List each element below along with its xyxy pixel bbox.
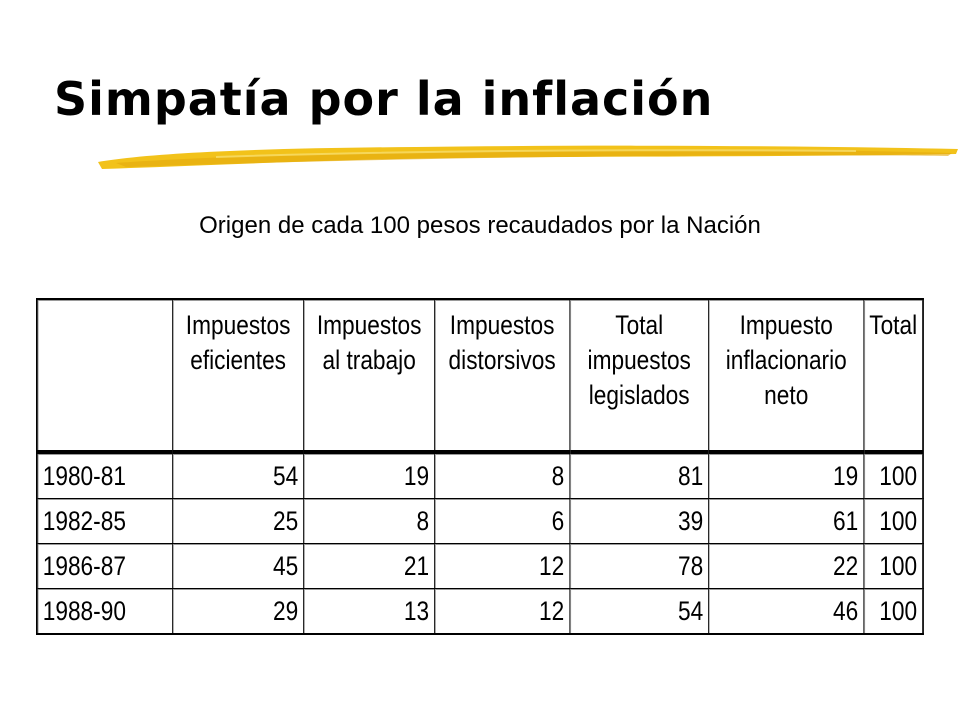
table-row: 1988-90 29 13 12 54 46 100: [36, 588, 924, 635]
header-period: [36, 298, 173, 454]
cell-efficient-taxes: 29: [172, 588, 305, 635]
title-underline-brush: [98, 145, 958, 169]
cell-efficient-taxes: 54: [172, 451, 305, 499]
header-net-inflation-tax: Impuesto inflacionario neto: [708, 298, 865, 454]
slide-title: Simpatía por la inflación: [54, 72, 714, 126]
row-period: 1980-81: [36, 451, 173, 499]
cell-distorting-taxes: 12: [434, 543, 571, 589]
cell-net-inflation-tax: 61: [708, 498, 865, 544]
cell-total: 100: [863, 451, 924, 499]
header-distorting-taxes: Impuestos distorsivos: [434, 298, 571, 454]
table-caption: Origen de cada 100 pesos recaudados por …: [199, 212, 761, 239]
cell-efficient-taxes: 25: [172, 498, 305, 544]
row-period: 1988-90: [36, 588, 173, 635]
cell-net-inflation-tax: 46: [708, 588, 865, 635]
header-total: Total: [863, 298, 924, 454]
cell-net-inflation-tax: 19: [708, 451, 865, 499]
cell-labor-taxes: 13: [303, 588, 435, 635]
row-period: 1982-85: [36, 498, 173, 544]
cell-total-legislated-taxes: 54: [569, 588, 710, 635]
header-efficient-taxes: Impuestos eficientes: [172, 298, 305, 454]
cell-total: 100: [863, 588, 924, 635]
cell-labor-taxes: 19: [303, 451, 435, 499]
table-row: 1986-87 45 21 12 78 22 100: [36, 543, 924, 589]
cell-distorting-taxes: 12: [434, 588, 571, 635]
cell-total-legislated-taxes: 78: [569, 543, 710, 589]
cell-total-legislated-taxes: 81: [569, 451, 710, 499]
cell-total-legislated-taxes: 39: [569, 498, 710, 544]
cell-efficient-taxes: 45: [172, 543, 305, 589]
cell-labor-taxes: 21: [303, 543, 435, 589]
tax-revenue-table: Impuestos eficientes Impuestos al trabaj…: [36, 298, 924, 635]
header-labor-taxes: Impuestos al trabajo: [303, 298, 435, 454]
table-header-row: Impuestos eficientes Impuestos al trabaj…: [36, 298, 924, 454]
cell-total: 100: [863, 498, 924, 544]
table-row: 1982-85 25 8 6 39 61 100: [36, 498, 924, 544]
table-row: 1980-81 54 19 8 81 19 100: [36, 451, 924, 499]
cell-distorting-taxes: 6: [434, 498, 571, 544]
cell-total: 100: [863, 543, 924, 589]
cell-distorting-taxes: 8: [434, 451, 571, 499]
row-period: 1986-87: [36, 543, 173, 589]
cell-labor-taxes: 8: [303, 498, 435, 544]
header-total-legislated-taxes: Total impuestos legislados: [569, 298, 710, 454]
cell-net-inflation-tax: 22: [708, 543, 865, 589]
